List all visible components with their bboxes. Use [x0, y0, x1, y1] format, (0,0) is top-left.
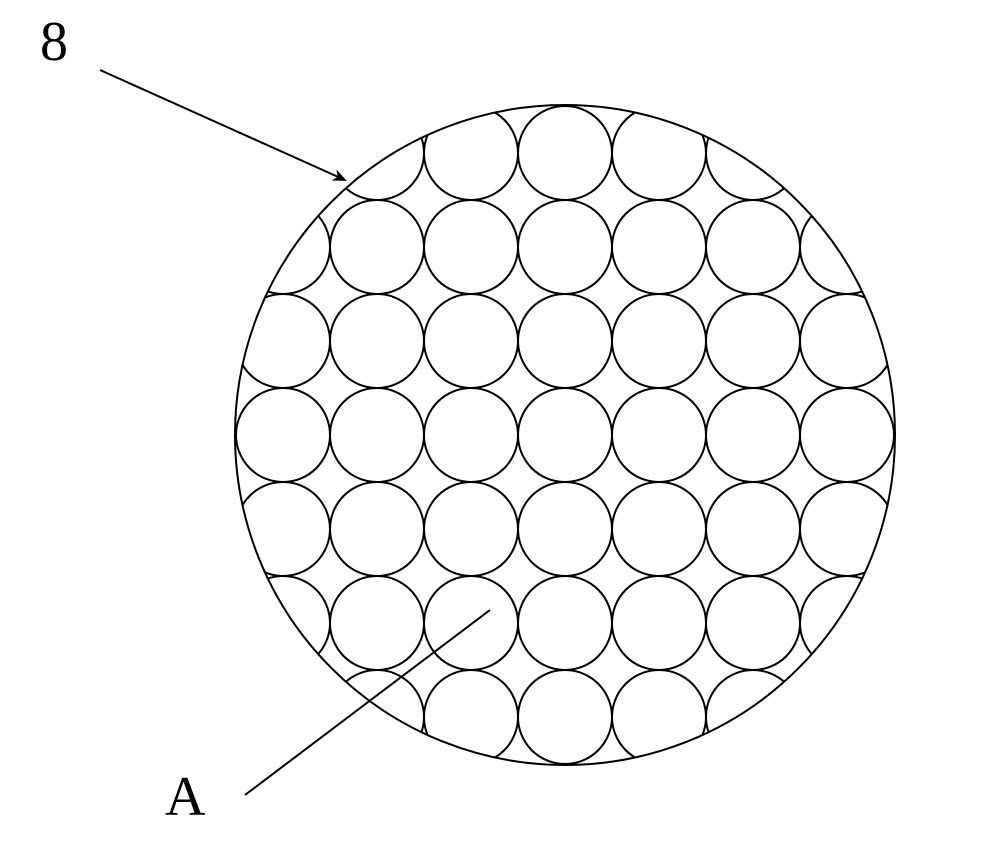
small-circle	[518, 482, 612, 576]
small-circle	[424, 294, 518, 388]
small-circle	[612, 576, 706, 670]
small-circle	[330, 576, 424, 670]
small-circle	[236, 294, 330, 388]
small-circle	[706, 388, 800, 482]
small-circle	[800, 388, 894, 482]
small-circle	[518, 670, 612, 764]
small-circle	[706, 670, 800, 764]
small-circle	[424, 670, 518, 764]
small-circle	[612, 200, 706, 294]
small-circle	[706, 106, 800, 200]
small-circle	[330, 670, 424, 764]
small-circle	[236, 576, 330, 670]
small-circle	[424, 200, 518, 294]
small-circle	[612, 482, 706, 576]
small-circle	[518, 200, 612, 294]
small-circle	[706, 200, 800, 294]
small-circle	[424, 388, 518, 482]
small-circle	[894, 388, 988, 482]
small-circle	[330, 106, 424, 200]
small-circle	[612, 670, 706, 764]
small-circle	[518, 388, 612, 482]
small-circle	[518, 764, 612, 850]
small-circle	[518, 294, 612, 388]
small-circle	[612, 106, 706, 200]
small-circle	[424, 106, 518, 200]
small-circle	[706, 482, 800, 576]
small-circle	[800, 294, 894, 388]
small-circle	[236, 482, 330, 576]
small-circle	[330, 388, 424, 482]
packed-circles-group	[236, 106, 988, 850]
callout-label-A: A	[165, 765, 205, 829]
small-circle	[236, 200, 330, 294]
small-circle	[706, 576, 800, 670]
outer-circle	[235, 105, 895, 765]
small-circle	[612, 388, 706, 482]
small-circle	[800, 576, 894, 670]
label-8-text: 8	[40, 11, 68, 73]
packed-circle-diagram	[0, 0, 1000, 850]
small-circle	[424, 576, 518, 670]
small-circle	[330, 294, 424, 388]
small-circle	[330, 200, 424, 294]
small-circle	[424, 482, 518, 576]
small-circle	[236, 388, 330, 482]
label-A-text: A	[165, 766, 205, 828]
small-circle	[612, 294, 706, 388]
small-circle	[518, 576, 612, 670]
small-circle	[800, 200, 894, 294]
small-circle	[330, 482, 424, 576]
leader-line-label-A	[245, 610, 490, 795]
small-circle	[706, 294, 800, 388]
small-circle	[800, 482, 894, 576]
leader-line-label-8	[100, 70, 345, 180]
callout-label-8: 8	[40, 10, 68, 74]
small-circle	[518, 106, 612, 200]
